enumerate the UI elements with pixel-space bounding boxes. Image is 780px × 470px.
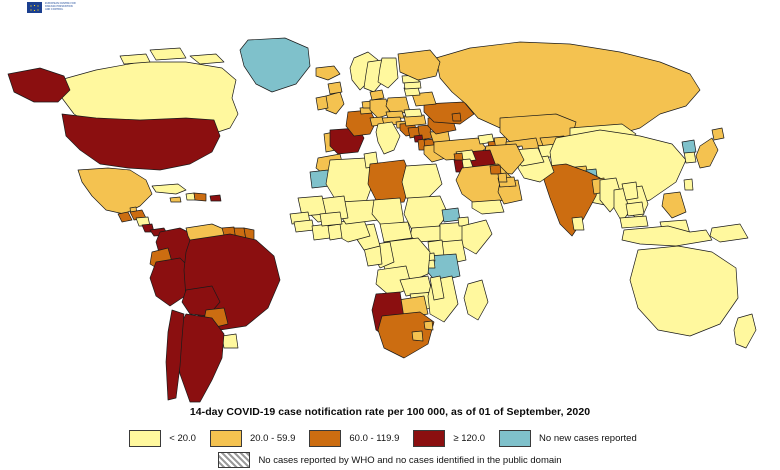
country-cuba	[151, 183, 187, 195]
country-burkina-faso	[319, 211, 343, 227]
country-denmark	[369, 89, 385, 101]
country-chile	[165, 309, 185, 401]
country-ivory-coast	[311, 223, 331, 241]
country-mexico	[77, 167, 153, 215]
country-malaysia	[619, 215, 649, 229]
country-malawi	[429, 275, 445, 301]
country-moldova	[451, 112, 462, 122]
country-italy	[375, 121, 401, 155]
legend-label-4: No new cases reported	[539, 433, 637, 444]
legend-label-3: ≥ 120.0	[453, 433, 486, 444]
country-eswatini	[423, 320, 434, 331]
country-dominican-republic	[193, 192, 207, 202]
country-papua-new-guinea	[709, 223, 749, 243]
legend-label-nodata: No cases reported by WHO and no cases id…	[258, 454, 562, 466]
country-qatar	[497, 172, 508, 183]
legend-item-3: ≥ 120.0	[413, 430, 499, 447]
country-iceland	[315, 65, 341, 81]
country-australia	[629, 245, 739, 337]
legend-swatch-2	[309, 430, 342, 447]
map-title: 14-day COVID-19 case notification rate p…	[189, 406, 591, 418]
country-libya	[367, 159, 413, 205]
country-ghana	[327, 223, 343, 241]
ecdc-logo-line-1: EUROPEAN CENTRE FOR	[45, 2, 76, 6]
country-uruguay	[221, 333, 239, 349]
country-peru	[149, 257, 193, 307]
country-russia	[435, 41, 701, 139]
country-indonesia	[621, 225, 713, 247]
country-canada	[119, 53, 151, 65]
ecdc-logo-text: EUROPEAN CENTRE FOR DISEASE PREVENTION A…	[45, 2, 76, 12]
legend-swatch-nodata	[218, 452, 251, 468]
legend-item-2: 60.0 - 119.9	[309, 430, 413, 447]
ecdc-logo-line-2: DISEASE PREVENTION	[45, 5, 73, 9]
country-germany	[369, 98, 391, 119]
country-cambodia	[625, 201, 645, 217]
country-india	[543, 163, 601, 237]
country-lebanon	[453, 152, 464, 161]
eu-flag-icon	[27, 2, 42, 13]
country-lesotho	[411, 330, 424, 342]
legend-item-0: < 20.0	[129, 430, 210, 447]
country-south-africa	[377, 311, 435, 359]
legend-label-2: 60.0 - 119.9	[349, 433, 400, 444]
world-choropleth-map	[0, 18, 780, 403]
ecdc-logo-line-3: AND CONTROL	[45, 8, 64, 12]
country-madagascar	[463, 279, 489, 321]
country-slovakia	[403, 108, 423, 118]
map-svg	[0, 18, 780, 403]
country-puerto-rico	[209, 194, 222, 202]
legend-nodata: No cases reported by WHO and no cases id…	[0, 452, 780, 468]
country-taiwan	[683, 178, 694, 191]
legend-label-1: 20.0 - 59.9	[249, 433, 296, 444]
legend-item-4: No new cases reported	[499, 430, 651, 447]
country-kuwait	[489, 164, 502, 175]
country-guatemala	[117, 211, 133, 223]
legend: < 20.0 20.0 - 59.9 60.0 - 119.9 ≥ 120.0 …	[0, 430, 780, 447]
country-new-zealand	[733, 313, 757, 349]
country-united-states	[61, 113, 221, 171]
legend-item-1: 20.0 - 59.9	[209, 430, 309, 447]
country-alaska	[7, 67, 71, 103]
country-greenland	[239, 37, 311, 93]
country-ireland	[315, 95, 329, 111]
country-central-african-republic	[379, 221, 413, 243]
country-yemen	[471, 199, 505, 215]
ecdc-logo: EUROPEAN CENTRE FOR DISEASE PREVENTION A…	[27, 2, 76, 13]
legend-label-0: < 20.0	[169, 433, 196, 444]
legend-swatch-3	[413, 430, 446, 447]
country-japan	[711, 127, 725, 141]
country-guinea	[293, 219, 315, 233]
country-haiti	[185, 192, 196, 201]
legend-swatch-0	[129, 430, 162, 447]
country-eritrea	[441, 207, 461, 223]
country-laos	[621, 181, 639, 201]
country-russia	[397, 49, 441, 81]
country-philippines	[661, 191, 687, 219]
legend-swatch-4	[499, 430, 532, 447]
country-japan	[695, 137, 719, 169]
country-belarus	[411, 91, 437, 107]
country-jamaica	[169, 196, 182, 203]
country-sri-lanka	[571, 216, 585, 231]
country-layer	[7, 37, 757, 403]
country-canada	[189, 53, 225, 65]
country-united-kingdom	[327, 81, 343, 95]
country-north-korea	[681, 139, 697, 154]
country-canada	[149, 47, 187, 61]
country-finland	[377, 57, 399, 89]
legend-swatch-1	[209, 430, 242, 447]
